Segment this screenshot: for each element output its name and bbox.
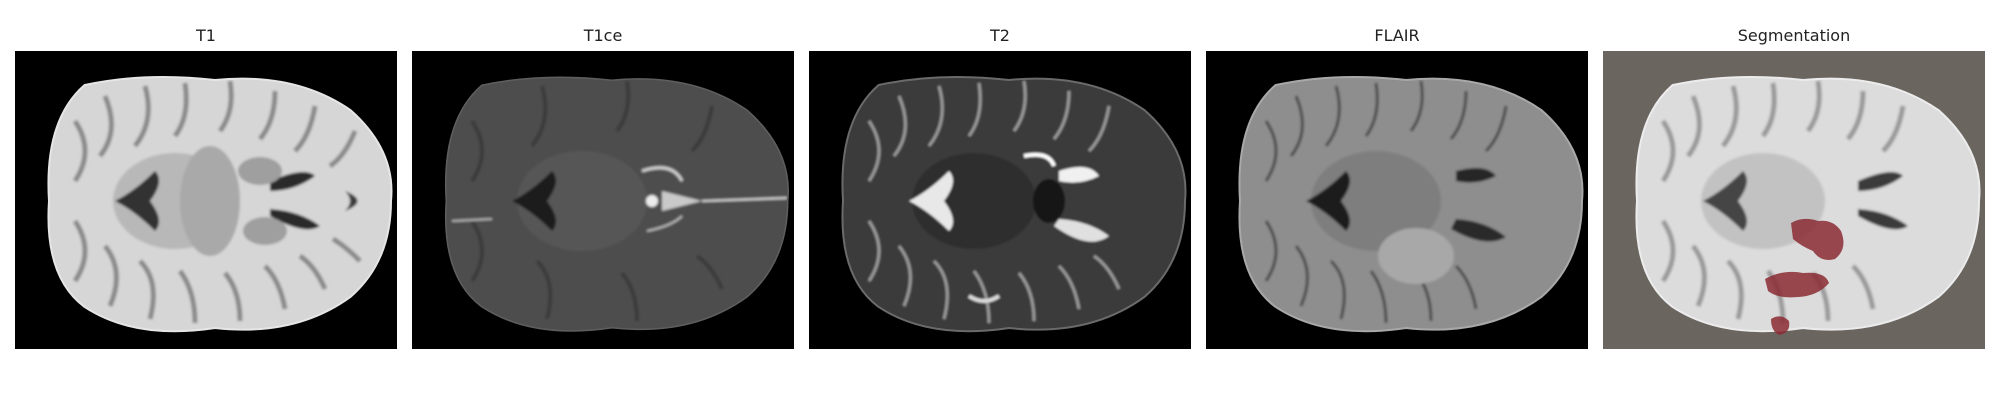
panel-title: FLAIR [1374, 26, 1420, 45]
panel-t2: T2 [809, 0, 1191, 400]
panel-title: T1ce [583, 26, 623, 45]
brain-structures [446, 77, 788, 331]
panel-segmentation: Segmentation [1603, 0, 1985, 400]
panel-t1ce: T1ce [412, 0, 794, 400]
flair-mri-image [1206, 51, 1588, 349]
brain-structures [49, 77, 391, 331]
t2-mri-image [809, 51, 1191, 349]
t1ce-mri-image [412, 51, 794, 349]
panel-flair: FLAIR [1206, 0, 1588, 400]
panel-title: T2 [990, 26, 1010, 45]
t1-mri-image [15, 51, 397, 349]
panel-title: T1 [196, 26, 216, 45]
panel-title: Segmentation [1737, 26, 1851, 45]
brain-structures [843, 77, 1185, 331]
brain-structures [1240, 77, 1582, 331]
panel-t1: T1 [15, 0, 397, 400]
tumor-segmentation-mask [1765, 218, 1844, 335]
segmentation-overlay-image [1603, 51, 1985, 349]
